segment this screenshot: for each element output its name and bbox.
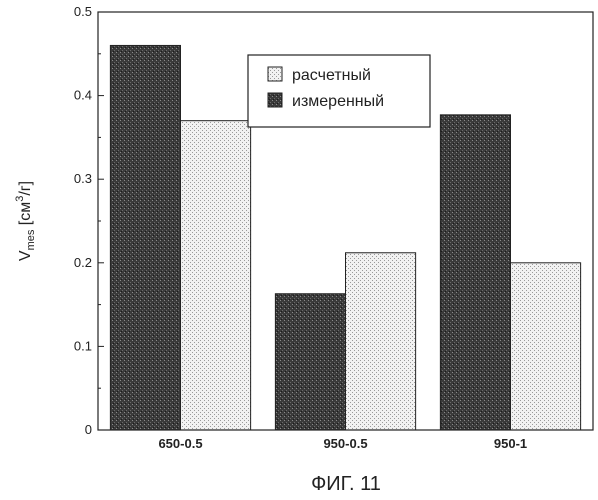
bar-measured-650-0.5 — [110, 45, 180, 430]
x-tick-label: 950-1 — [494, 436, 527, 451]
y-tick-label: 0.5 — [74, 4, 92, 19]
bar-calculated-950-0.5 — [346, 253, 416, 430]
bar-measured-950-1 — [440, 115, 510, 430]
x-tick-label: 950-0.5 — [323, 436, 367, 451]
y-tick-label: 0 — [85, 422, 92, 437]
legend: расчетный измеренный — [248, 55, 430, 127]
y-axis-label-unit-close: /г] — [17, 181, 34, 196]
y-axis: 0 0.1 0.2 0.3 0.4 0.5 — [74, 4, 104, 437]
y-tick-label: 0.4 — [74, 88, 92, 103]
bar-calculated-950-1 — [511, 263, 581, 430]
y-tick-label: 0.3 — [74, 171, 92, 186]
x-tick-label: 650-0.5 — [158, 436, 202, 451]
bar-calculated-650-0.5 — [181, 121, 251, 430]
bar-measured-950-0.5 — [275, 294, 345, 430]
figure-caption: ФИГ. 11 — [311, 473, 381, 495]
y-axis-label-unit-open: [см — [17, 202, 34, 230]
y-axis-label-main: V — [17, 250, 34, 261]
y-tick-label: 0.1 — [74, 338, 92, 353]
y-tick-label: 0.2 — [74, 255, 92, 270]
legend-swatch-measured — [268, 93, 282, 107]
legend-swatch-calculated — [268, 67, 282, 81]
legend-box — [248, 55, 430, 127]
legend-label-calculated: расчетный — [292, 67, 371, 84]
y-axis-label: Vmes [см3/г] — [14, 181, 37, 261]
y-axis-label-sub: mes — [25, 229, 37, 250]
legend-label-measured: измеренный — [292, 93, 384, 110]
